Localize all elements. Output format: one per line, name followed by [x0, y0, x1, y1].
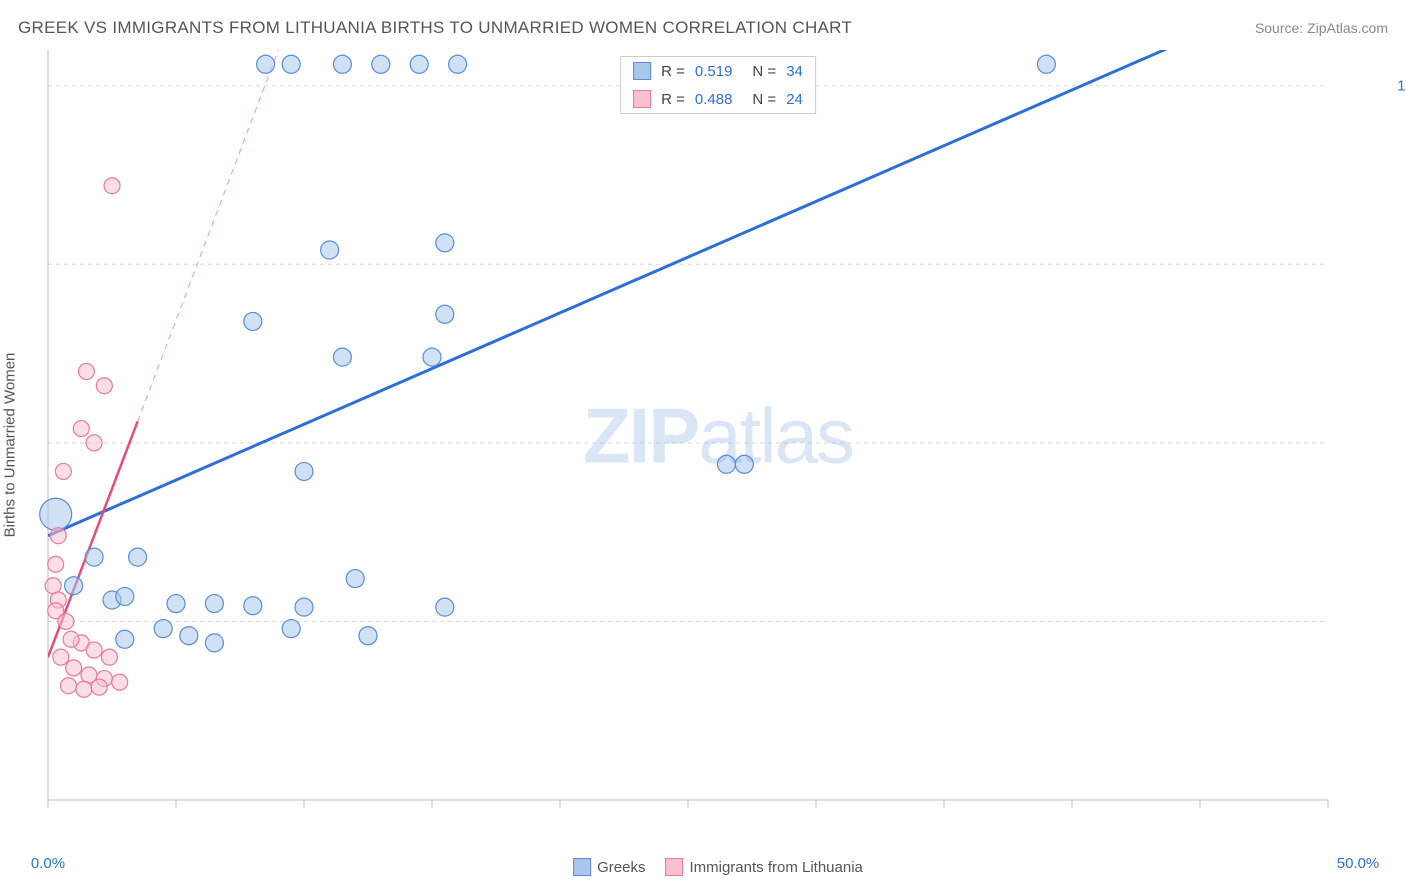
legend-swatch [573, 858, 591, 876]
legend-n-value: 34 [786, 63, 803, 80]
correlation-chart: Births to Unmarried Women ZIPatlas R = 0… [48, 50, 1388, 840]
legend-swatch [633, 90, 651, 108]
chart-canvas [48, 50, 1388, 840]
series-legend: Greeks Immigrants from Lithuania [573, 858, 863, 876]
legend-r-label: R = [661, 91, 685, 108]
legend-row-greeks: R = 0.519 N = 34 [621, 57, 815, 85]
legend-n-label: N = [752, 63, 776, 80]
legend-swatch [665, 858, 683, 876]
correlation-legend: R = 0.519 N = 34 R = 0.488 N = 24 [620, 56, 816, 114]
legend-swatch [633, 62, 651, 80]
legend-r-label: R = [661, 63, 685, 80]
legend-n-value: 24 [786, 91, 803, 108]
x-tick-label: 0.0% [31, 855, 65, 872]
y-axis-label: Births to Unmarried Women [2, 353, 19, 538]
legend-r-value: 0.519 [695, 63, 733, 80]
legend-item-greeks: Greeks [573, 858, 645, 876]
legend-item-lithuania: Immigrants from Lithuania [665, 858, 862, 876]
legend-label: Immigrants from Lithuania [689, 859, 862, 876]
legend-n-label: N = [752, 91, 776, 108]
chart-title: GREEK VS IMMIGRANTS FROM LITHUANIA BIRTH… [18, 18, 852, 38]
legend-r-value: 0.488 [695, 91, 733, 108]
x-tick-label: 50.0% [1337, 855, 1380, 872]
legend-row-lithuania: R = 0.488 N = 24 [621, 85, 815, 113]
legend-label: Greeks [597, 859, 645, 876]
chart-source: Source: ZipAtlas.com [1255, 20, 1388, 36]
chart-header: GREEK VS IMMIGRANTS FROM LITHUANIA BIRTH… [18, 18, 1388, 38]
y-tick-label: 100.0% [1397, 77, 1406, 94]
